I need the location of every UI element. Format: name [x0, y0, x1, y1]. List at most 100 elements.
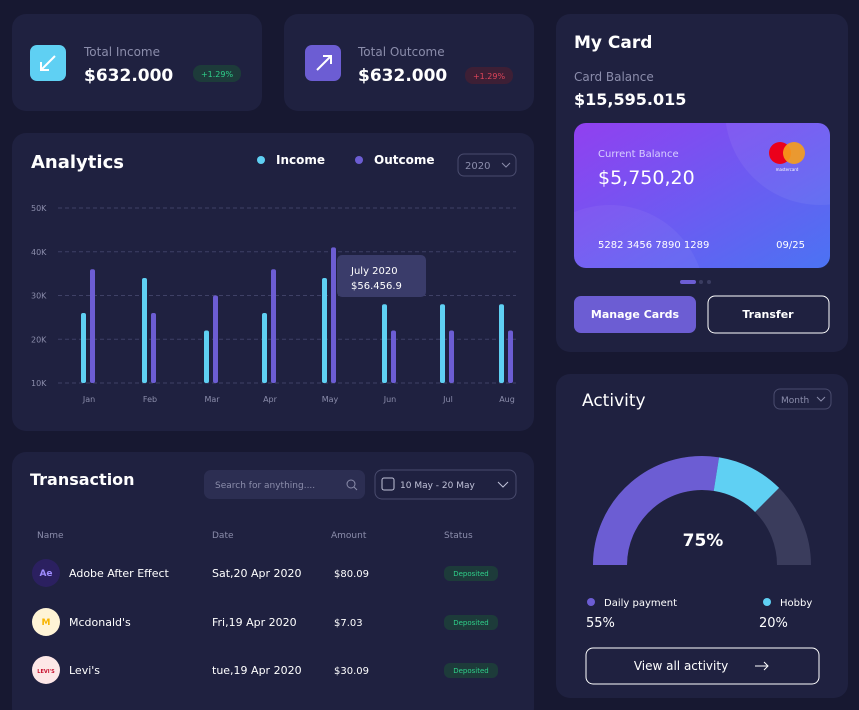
transfer-button[interactable]: [707, 295, 830, 334]
y-tick-label: 40K: [31, 248, 47, 257]
search-input[interactable]: [204, 470, 365, 499]
bar: [90, 269, 95, 383]
row-amount: $30.09: [334, 666, 369, 677]
y-tick-label: 30K: [31, 292, 47, 301]
balance: $15,595.015: [574, 90, 686, 109]
row-icon: [32, 559, 60, 587]
bar: [499, 304, 504, 383]
bar: [322, 278, 327, 383]
row-icon: [32, 656, 60, 684]
year-select-label[interactable]: 2020: [465, 161, 490, 172]
column-header: Amount: [331, 531, 367, 541]
row-icon-label: LEVI'S: [37, 669, 55, 675]
row-icon: [32, 608, 60, 636]
view-activity-label[interactable]: View all activity: [634, 659, 728, 673]
bar: [449, 330, 454, 383]
arrow-icon: [316, 55, 332, 71]
bar: [151, 313, 156, 383]
period-label[interactable]: Month: [781, 396, 809, 406]
chevron: [501, 162, 511, 168]
bar: [382, 304, 387, 383]
tooltip-title: July 2020: [350, 266, 398, 277]
x-tick-label: May: [322, 395, 339, 404]
manage-cards-label[interactable]: Manage Cards: [591, 308, 680, 321]
pager-dot[interactable]: [707, 280, 711, 284]
y-tick-label: 10K: [31, 379, 47, 388]
activity-title: Activity: [582, 391, 646, 411]
card-expiry: 09/25: [776, 240, 805, 251]
row-icon-label: M: [42, 618, 51, 628]
period-select[interactable]: [773, 388, 832, 410]
row-date: tue,19 Apr 2020: [212, 664, 302, 677]
date-range-select[interactable]: [374, 469, 517, 500]
credit-card[interactable]: [574, 123, 830, 268]
gauge-center-label: 75%: [683, 531, 724, 551]
search-icon: [353, 486, 358, 491]
analytics-title: Analytics: [31, 152, 124, 173]
row-date: Fri,19 Apr 2020: [212, 616, 297, 629]
bar: [391, 330, 396, 383]
legend-label: Daily payment: [604, 598, 677, 609]
row-status: Deposited: [453, 570, 489, 578]
column-header: Status: [444, 531, 473, 541]
card-amount: $5,750,20: [598, 167, 695, 189]
arrow-icon: [40, 55, 56, 71]
income-change: +1.29%: [201, 70, 234, 79]
status-badge: [444, 566, 498, 581]
card-number: 5282 3456 7890 1289: [598, 240, 709, 251]
column-header: Date: [212, 531, 234, 541]
x-tick-label: Aug: [499, 395, 515, 404]
pager-dot[interactable]: [699, 280, 703, 284]
badge: [193, 65, 241, 82]
transaction-title: Transaction: [30, 470, 135, 489]
my-card-title: My Card: [574, 33, 652, 53]
view-activity-button[interactable]: [585, 647, 820, 685]
gauge-segment: [593, 456, 720, 566]
row-amount: $80.09: [334, 569, 369, 580]
row-icon-label: Ae: [39, 569, 52, 579]
bar: [142, 278, 147, 383]
tooltip-value: $56.456.9: [351, 281, 402, 292]
row-date: Sat,20 Apr 2020: [212, 567, 302, 580]
year-select[interactable]: [457, 153, 517, 177]
legend-marker: [763, 598, 771, 606]
tooltip: [337, 255, 426, 297]
legend-label: Income: [276, 153, 325, 167]
gauge-segment: [713, 457, 780, 513]
transaction-panel: [12, 452, 534, 710]
bar: [271, 269, 276, 383]
chevron: [816, 396, 826, 402]
row-amount: $7.03: [334, 618, 363, 629]
status-badge: [444, 615, 498, 630]
bar: [331, 247, 336, 383]
income-label: Total Income: [83, 45, 160, 59]
income-amount: $632.000: [84, 66, 173, 86]
manage-cards-button[interactable]: [574, 296, 696, 333]
row-status: Deposited: [453, 667, 489, 675]
legend-marker: [587, 598, 595, 606]
outcome-amount: $632.000: [358, 66, 447, 86]
transfer-label[interactable]: Transfer: [742, 308, 794, 321]
calendar-icon: [381, 477, 395, 491]
row-status: Deposited: [453, 619, 489, 627]
search-icon: [346, 479, 356, 489]
date-range[interactable]: 10 May - 20 May: [400, 481, 475, 491]
pager-dot[interactable]: [680, 280, 696, 284]
income-card: [12, 14, 262, 111]
x-tick-label: Mar: [204, 395, 220, 404]
bar: [508, 330, 513, 383]
outcome-label: Total Outcome: [357, 45, 445, 59]
legend-label: Outcome: [374, 153, 434, 167]
balance-label: Card Balance: [574, 70, 654, 84]
search-placeholder[interactable]: Search for anything....: [215, 481, 315, 491]
bar: [204, 330, 209, 383]
bar: [213, 295, 218, 383]
activity-panel: [556, 374, 848, 698]
outcome-change: +1.29%: [473, 72, 506, 81]
row-name: Levi's: [69, 664, 100, 677]
y-tick-label: 20K: [31, 335, 47, 344]
row-name: Adobe After Effect: [69, 567, 170, 580]
column-header: Name: [37, 531, 64, 541]
card-decoration: [574, 205, 705, 268]
